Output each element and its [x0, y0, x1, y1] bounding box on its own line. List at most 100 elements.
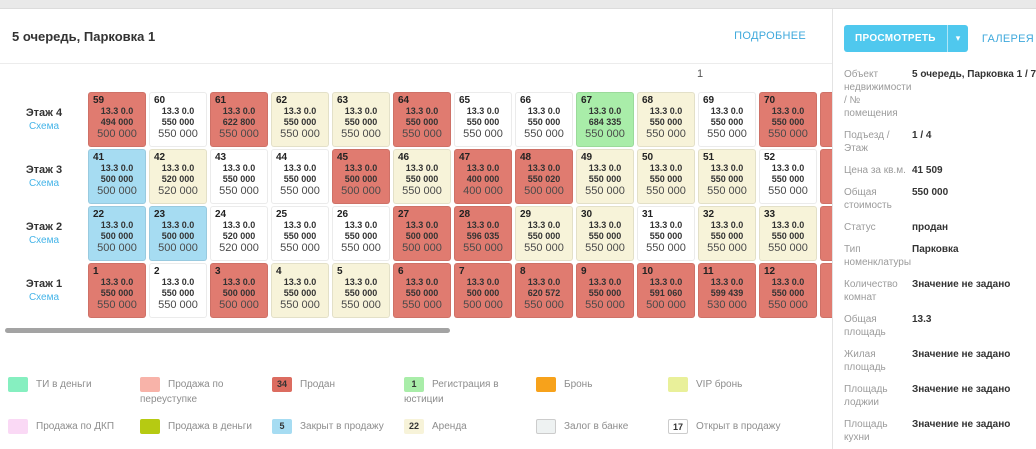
unit-cell[interactable]: 12 13.3 0.0 550 000 550 000: [759, 263, 817, 318]
unit-area: 13.3 0.0: [100, 277, 134, 287]
unit-cell[interactable]: 48 13.3 0.0 550 020 500 000: [515, 149, 573, 204]
unit-cell[interactable]: 43 13.3 0.0 550 000 550 000: [210, 149, 268, 204]
unit-cell[interactable]: 47 13.3 0.0 400 000 400 000: [454, 149, 512, 204]
unit-price-actual: 550 000: [405, 288, 439, 298]
unit-cell[interactable]: 63 13.3 0.0 550 000 550 000: [332, 92, 390, 147]
unit-cell[interactable]: 66 13.3 0.0 550 000 550 000: [515, 92, 573, 147]
unit-number: 49: [581, 152, 593, 163]
field-row: Жилая площадь Значение не задано: [844, 348, 1034, 374]
floor-name: Этаж 1: [25, 278, 63, 290]
unit-cell-partial[interactable]: [820, 263, 832, 318]
unit-cell[interactable]: 4 13.3 0.0 550 000 550 000: [271, 263, 329, 318]
legend-swatch: 22: [404, 419, 424, 434]
unit-price-base: 550 000: [585, 128, 625, 140]
unit-number: 22: [93, 209, 105, 220]
legend-label: Продан: [300, 379, 336, 390]
unit-price-actual: 550 000: [283, 288, 317, 298]
gallery-link[interactable]: ГАЛЕРЕЯ: [981, 32, 1034, 45]
unit-price-base: 500 000: [158, 242, 198, 254]
unit-cell[interactable]: 45 13.3 0.0 500 000 500 000: [332, 149, 390, 204]
unit-cell[interactable]: 60 13.3 0.0 550 000 550 000: [149, 92, 207, 147]
unit-cell[interactable]: 51 13.3 0.0 550 000 550 000: [698, 149, 756, 204]
unit-cell[interactable]: 3 13.3 0.0 500 000 500 000: [210, 263, 268, 318]
unit-cell[interactable]: 29 13.3 0.0 550 000 550 000: [515, 206, 573, 261]
unit-area: 13.3 0.0: [710, 220, 744, 230]
unit-cell-partial[interactable]: [820, 206, 832, 261]
floor-name: Этаж 2: [25, 221, 63, 233]
unit-cell[interactable]: 5 13.3 0.0 550 000 550 000: [332, 263, 390, 318]
unit-cell[interactable]: 42 13.3 0.0 520 000 520 000: [149, 149, 207, 204]
unit-cell[interactable]: 41 13.3 0.0 500 000 500 000: [88, 149, 146, 204]
schema-link[interactable]: Схема: [28, 121, 60, 132]
unit-price-actual: 622 800: [222, 117, 256, 127]
unit-cell[interactable]: 28 13.3 0.0 596 035 550 000: [454, 206, 512, 261]
unit-cell[interactable]: 68 13.3 0.0 550 000 550 000: [637, 92, 695, 147]
unit-price-base: 550 000: [463, 128, 503, 140]
unit-cell[interactable]: 1 13.3 0.0 550 000 550 000: [88, 263, 146, 318]
unit-cell[interactable]: 46 13.3 0.0 550 000 550 000: [393, 149, 451, 204]
unit-cell[interactable]: 22 13.3 0.0 500 000 500 000: [88, 206, 146, 261]
view-button-label[interactable]: ПРОСМОТРЕТЬ: [855, 33, 936, 44]
unit-cell[interactable]: 59 13.3 0.0 494 000 500 000: [88, 92, 146, 147]
unit-cell-partial[interactable]: [820, 149, 832, 204]
unit-cell[interactable]: 67 13.3 0.0 684 335 550 000: [576, 92, 634, 147]
unit-cell[interactable]: 70 13.3 0.0 550 000 550 000: [759, 92, 817, 147]
floor-cells: 22 13.3 0.0 500 000 500 000 23 13.3 0.0 500 00…: [88, 206, 832, 261]
unit-area: 13.3 0.0: [283, 106, 317, 116]
unit-area: 13.3 0.0: [588, 220, 622, 230]
legend-item: Залог в банке: [536, 419, 664, 434]
unit-area: 13.3 0.0: [100, 163, 134, 173]
unit-cell[interactable]: 32 13.3 0.0 550 000 550 000: [698, 206, 756, 261]
unit-cell[interactable]: 50 13.3 0.0 550 000 550 000: [637, 149, 695, 204]
schema-link[interactable]: Схема: [28, 178, 60, 189]
unit-cell[interactable]: 10 13.3 0.0 591 060 500 000: [637, 263, 695, 318]
unit-area: 13.3 0.0: [710, 277, 744, 287]
unit-cell[interactable]: 61 13.3 0.0 622 800 550 000: [210, 92, 268, 147]
unit-cell[interactable]: 2 13.3 0.0 550 000 550 000: [149, 263, 207, 318]
unit-cell[interactable]: 65 13.3 0.0 550 000 550 000: [454, 92, 512, 147]
unit-cell[interactable]: 27 13.3 0.0 500 000 500 000: [393, 206, 451, 261]
unit-cell[interactable]: 7 13.3 0.0 500 000 500 000: [454, 263, 512, 318]
unit-cell[interactable]: 30 13.3 0.0 550 000 550 000: [576, 206, 634, 261]
unit-cell[interactable]: 23 13.3 0.0 500 000 500 000: [149, 206, 207, 261]
unit-cell[interactable]: 9 13.3 0.0 550 000 550 000: [576, 263, 634, 318]
legend-item: Продажа в деньги: [140, 419, 268, 434]
unit-cell[interactable]: 6 13.3 0.0 550 000 550 000: [393, 263, 451, 318]
unit-cell[interactable]: 44 13.3 0.0 550 000 550 000: [271, 149, 329, 204]
chevron-down-icon[interactable]: ▾: [946, 25, 968, 52]
unit-number: 48: [520, 152, 532, 163]
unit-cell[interactable]: 24 13.3 0.0 520 000 520 000: [210, 206, 268, 261]
unit-cell[interactable]: 25 13.3 0.0 550 000 550 000: [271, 206, 329, 261]
legend-label: Регистрация в юстиции: [404, 379, 499, 405]
unit-area: 13.3 0.0: [527, 220, 561, 230]
unit-cell[interactable]: 26 13.3 0.0 550 000 550 000: [332, 206, 390, 261]
unit-price-actual: 550 000: [344, 288, 378, 298]
unit-cell[interactable]: 52 13.3 0.0 550 000 550 000: [759, 149, 817, 204]
view-button[interactable]: ПРОСМОТРЕТЬ ▾: [844, 25, 968, 52]
unit-cell-partial[interactable]: [820, 92, 832, 147]
unit-cell[interactable]: 11 13.3 0.0 599 439 530 000: [698, 263, 756, 318]
unit-cell[interactable]: 69 13.3 0.0 550 000 550 000: [698, 92, 756, 147]
unit-area: 13.3 0.0: [222, 277, 256, 287]
unit-cell[interactable]: 64 13.3 0.0 550 000 550 000: [393, 92, 451, 147]
unit-price-actual: 591 060: [649, 288, 683, 298]
unit-number: 6: [398, 266, 404, 277]
schema-link[interactable]: Схема: [28, 292, 60, 303]
unit-cell[interactable]: 62 13.3 0.0 550 000 550 000: [271, 92, 329, 147]
unit-price-base: 550 000: [402, 299, 442, 311]
legend-swatch: [536, 419, 556, 434]
details-link[interactable]: ПОДРОБНЕЕ: [734, 30, 806, 42]
unit-cell[interactable]: 49 13.3 0.0 550 000 550 000: [576, 149, 634, 204]
unit-cell[interactable]: 31 13.3 0.0 550 000 550 000: [637, 206, 695, 261]
fields-list: Объект недвижимости / № помещения 5 очере…: [844, 68, 1036, 449]
schema-link[interactable]: Схема: [28, 235, 60, 246]
floor-cells: 41 13.3 0.0 500 000 500 000 42 13.3 0.0 520 00…: [88, 149, 832, 204]
unit-cell[interactable]: 33 13.3 0.0 550 000 550 000: [759, 206, 817, 261]
unit-area: 13.3 0.0: [344, 106, 378, 116]
unit-price-base: 500 000: [646, 299, 686, 311]
unit-price-base: 550 000: [341, 299, 381, 311]
horizontal-scrollbar-thumb[interactable]: [5, 328, 450, 333]
top-strip: [0, 0, 1036, 9]
unit-price-base: 550 000: [219, 128, 259, 140]
unit-cell[interactable]: 8 13.3 0.0 620 572 550 000: [515, 263, 573, 318]
